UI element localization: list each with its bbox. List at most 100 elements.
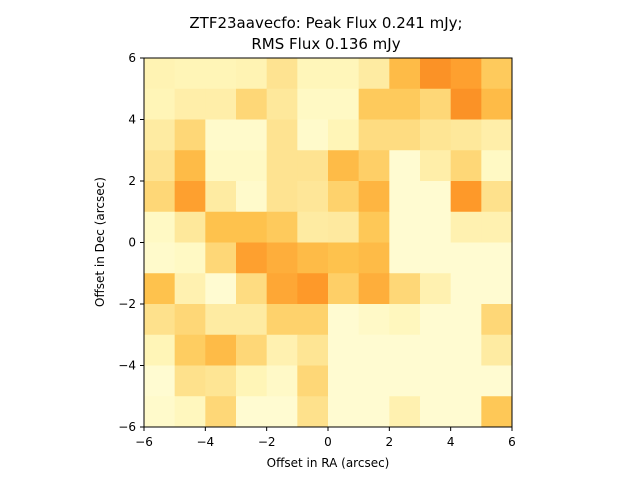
heatmap-cell: [236, 242, 268, 274]
heatmap-cell: [205, 242, 237, 274]
heatmap-cell: [205, 211, 237, 243]
heatmap-cell: [266, 242, 298, 274]
heatmap-cell: [420, 396, 452, 428]
chart-title-line1: ZTF23aavecfo: Peak Flux 0.241 mJy;: [189, 14, 462, 32]
heatmap-cell: [174, 211, 206, 243]
heatmap-cell: [266, 334, 298, 366]
heatmap-cell: [358, 119, 390, 151]
heatmap-cell: [389, 58, 421, 90]
heatmap-cell: [420, 58, 452, 90]
heatmap-cell: [358, 334, 390, 366]
heatmap-cell: [205, 119, 237, 151]
heatmap-cell: [481, 58, 513, 90]
heatmap-cell: [266, 304, 298, 336]
heatmap-cell: [144, 334, 176, 366]
heatmap-cell: [236, 58, 268, 90]
heatmap-cell: [450, 211, 482, 243]
heatmap-cell: [205, 334, 237, 366]
heatmap-cell: [174, 334, 206, 366]
heatmap-cell: [358, 365, 390, 397]
heatmap-cell: [174, 242, 206, 274]
x-axis-ticks: −6 −4 −2 0 2 4 6: [135, 427, 516, 449]
heatmap-cell: [144, 396, 176, 428]
heatmap-cell: [328, 396, 360, 428]
heatmap-cell: [266, 119, 298, 151]
heatmap-cell: [420, 181, 452, 213]
heatmap-cell: [481, 334, 513, 366]
heatmap-cell: [205, 396, 237, 428]
heatmap-cell: [144, 273, 176, 305]
heatmap-cell: [236, 273, 268, 305]
heatmap-cell: [205, 273, 237, 305]
heatmap-cell: [205, 181, 237, 213]
heatmap-cell: [450, 334, 482, 366]
heatmap-cell: [174, 181, 206, 213]
x-tick-label: −6: [135, 435, 153, 449]
heatmap-cell: [174, 273, 206, 305]
heatmap-cell: [389, 88, 421, 120]
y-tick-label: −2: [118, 297, 136, 311]
heatmap-cell: [174, 365, 206, 397]
heatmap-cell: [481, 119, 513, 151]
x-tick-label: 4: [447, 435, 455, 449]
heatmap-cell: [236, 150, 268, 182]
heatmap-cell: [328, 334, 360, 366]
heatmap-cell: [266, 150, 298, 182]
heatmap-cell: [481, 242, 513, 274]
heatmap-cell: [358, 396, 390, 428]
y-tick-label: 0: [128, 236, 136, 250]
heatmap-cell: [297, 88, 329, 120]
heatmap-cell: [297, 273, 329, 305]
heatmap-cell: [420, 88, 452, 120]
heatmap-cell: [328, 58, 360, 90]
x-tick-label: −4: [196, 435, 214, 449]
heatmap-cell: [420, 273, 452, 305]
heatmap-cell: [236, 181, 268, 213]
heatmap-cell: [236, 396, 268, 428]
heatmap-cell: [144, 304, 176, 336]
heatmap-cell: [266, 211, 298, 243]
heatmap-cell: [358, 58, 390, 90]
heatmap-cell: [481, 150, 513, 182]
heatmap-cell: [297, 150, 329, 182]
heatmap-cell: [144, 119, 176, 151]
heatmap-cell: [205, 88, 237, 120]
heatmap-cell: [389, 150, 421, 182]
heatmap-cells: [144, 58, 513, 428]
x-tick-label: −2: [258, 435, 276, 449]
heatmap-cell: [420, 242, 452, 274]
heatmap-cell: [450, 273, 482, 305]
x-tick-label: 0: [324, 435, 332, 449]
x-axis-label: Offset in RA (arcsec): [267, 456, 390, 470]
heatmap-cell: [481, 273, 513, 305]
heatmap-cell: [481, 88, 513, 120]
y-tick-label: 6: [128, 51, 136, 65]
heatmap-cell: [205, 304, 237, 336]
heatmap-cell: [236, 119, 268, 151]
heatmap-cell: [236, 365, 268, 397]
heatmap-cell: [420, 150, 452, 182]
heatmap-cell: [297, 334, 329, 366]
heatmap-cell: [205, 150, 237, 182]
heatmap-cell: [389, 365, 421, 397]
heatmap-cell: [266, 396, 298, 428]
heatmap-cell: [389, 211, 421, 243]
heatmap-cell: [358, 242, 390, 274]
y-tick-label: −4: [118, 359, 136, 373]
heatmap-cell: [144, 58, 176, 90]
heatmap-cell: [358, 88, 390, 120]
heatmap-cell: [297, 181, 329, 213]
heatmap-cell: [297, 365, 329, 397]
heatmap-cell: [389, 273, 421, 305]
heatmap-cell: [266, 58, 298, 90]
heatmap-cell: [389, 396, 421, 428]
heatmap-cell: [389, 119, 421, 151]
heatmap-cell: [420, 365, 452, 397]
heatmap-cell: [266, 181, 298, 213]
heatmap-cell: [481, 181, 513, 213]
heatmap-cell: [144, 181, 176, 213]
heatmap-cell: [174, 88, 206, 120]
heatmap-cell: [481, 365, 513, 397]
heatmap-cell: [236, 304, 268, 336]
